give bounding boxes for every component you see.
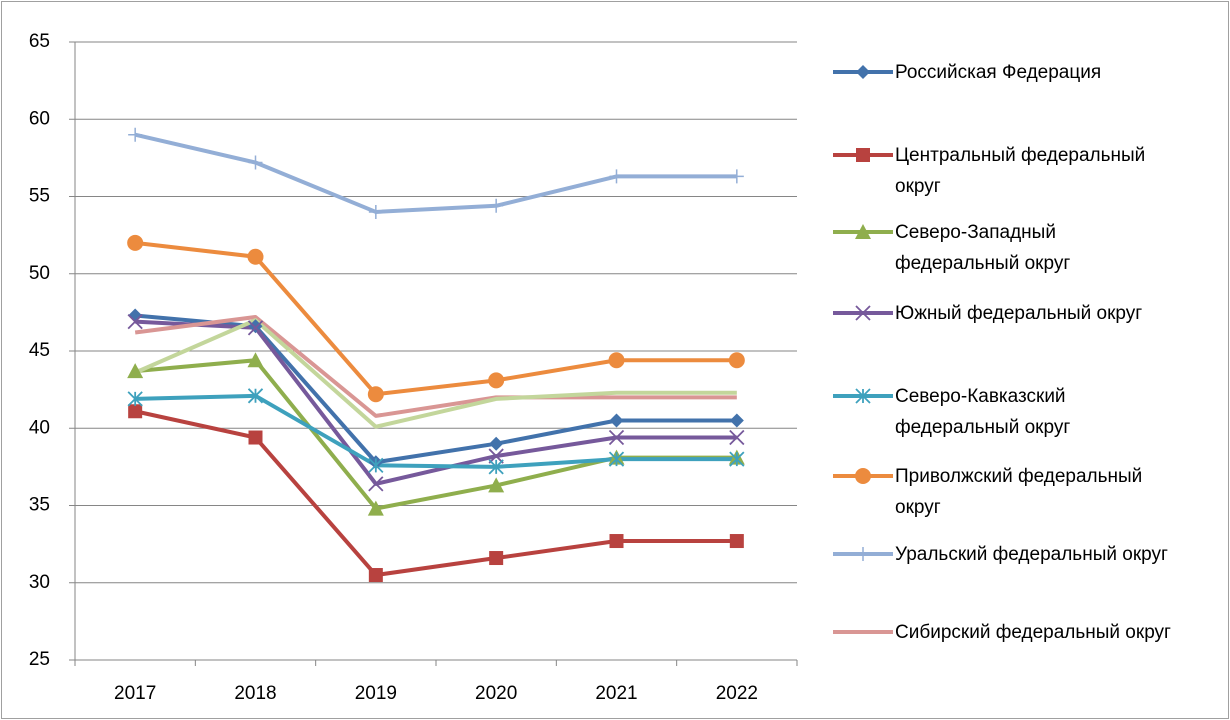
marker xyxy=(247,248,264,265)
marker xyxy=(488,477,505,493)
x-tick-label: 2018 xyxy=(234,683,276,704)
marker xyxy=(248,430,263,445)
series-line xyxy=(134,132,737,214)
legend-label: Северо-Западный федеральный округ xyxy=(895,221,1071,274)
marker xyxy=(128,404,143,419)
legend-label: Центральный федеральный округ xyxy=(895,144,1146,197)
y-tick-label: 60 xyxy=(29,108,50,129)
marker xyxy=(489,551,504,566)
marker xyxy=(489,436,504,451)
marker xyxy=(608,352,625,369)
marker xyxy=(729,413,744,428)
marker xyxy=(368,476,384,492)
marker xyxy=(609,413,624,428)
marker xyxy=(127,391,143,407)
legend-label: Южный федеральный округ xyxy=(895,302,1143,324)
marker xyxy=(127,314,143,330)
series-line xyxy=(134,409,737,578)
series-line xyxy=(134,240,737,397)
y-tick-label: 65 xyxy=(29,31,50,52)
marker xyxy=(609,169,624,184)
marker xyxy=(127,234,144,251)
legend-label: Северо-Кавказский федеральный округ xyxy=(895,385,1071,438)
marker xyxy=(855,224,871,239)
marker xyxy=(608,451,625,467)
marker xyxy=(248,319,263,334)
marker xyxy=(247,320,264,336)
marker xyxy=(856,65,870,79)
y-tick-label: 45 xyxy=(29,340,50,361)
y-tick-label: 40 xyxy=(29,417,50,438)
marker xyxy=(368,457,384,473)
series-line xyxy=(134,313,737,465)
marker xyxy=(248,155,263,170)
x-tick-label: 2019 xyxy=(355,683,397,704)
legend-label: Сибирский федеральный округ xyxy=(895,621,1171,643)
marker xyxy=(729,429,745,446)
marker xyxy=(368,568,383,583)
marker xyxy=(856,148,870,162)
marker xyxy=(489,198,504,213)
marker xyxy=(609,534,624,549)
marker xyxy=(855,468,871,484)
marker xyxy=(729,169,744,184)
marker xyxy=(368,204,383,219)
y-tick-label: 35 xyxy=(29,495,50,516)
marker xyxy=(729,534,744,549)
marker xyxy=(728,352,745,369)
marker xyxy=(855,305,871,321)
legend-label: Российская Федерация xyxy=(895,61,1102,83)
legend-label: Уральский федеральный округ xyxy=(895,543,1168,565)
marker xyxy=(247,388,264,404)
x-tick-label: 2017 xyxy=(114,683,156,704)
x-tick-label: 2020 xyxy=(475,683,517,704)
series-line xyxy=(134,315,737,418)
legend-label: Приволжский федеральный округ xyxy=(895,465,1143,518)
marker xyxy=(367,500,384,516)
y-tick-label: 25 xyxy=(29,649,50,670)
marker xyxy=(247,352,264,368)
marker xyxy=(488,372,505,389)
marker xyxy=(367,386,384,403)
y-tick-label: 55 xyxy=(29,186,50,207)
series-line xyxy=(135,393,737,469)
marker xyxy=(729,451,745,467)
marker xyxy=(127,363,144,379)
marker xyxy=(856,547,870,561)
y-tick-label: 30 xyxy=(29,572,50,593)
x-tick-label: 2022 xyxy=(716,683,758,704)
series-line xyxy=(134,318,737,429)
marker xyxy=(128,127,143,142)
x-tick-label: 2021 xyxy=(595,683,637,704)
y-tick-label: 50 xyxy=(29,263,50,284)
marker xyxy=(855,388,871,404)
marker xyxy=(608,429,625,446)
marker xyxy=(488,448,504,464)
marker xyxy=(488,459,504,475)
